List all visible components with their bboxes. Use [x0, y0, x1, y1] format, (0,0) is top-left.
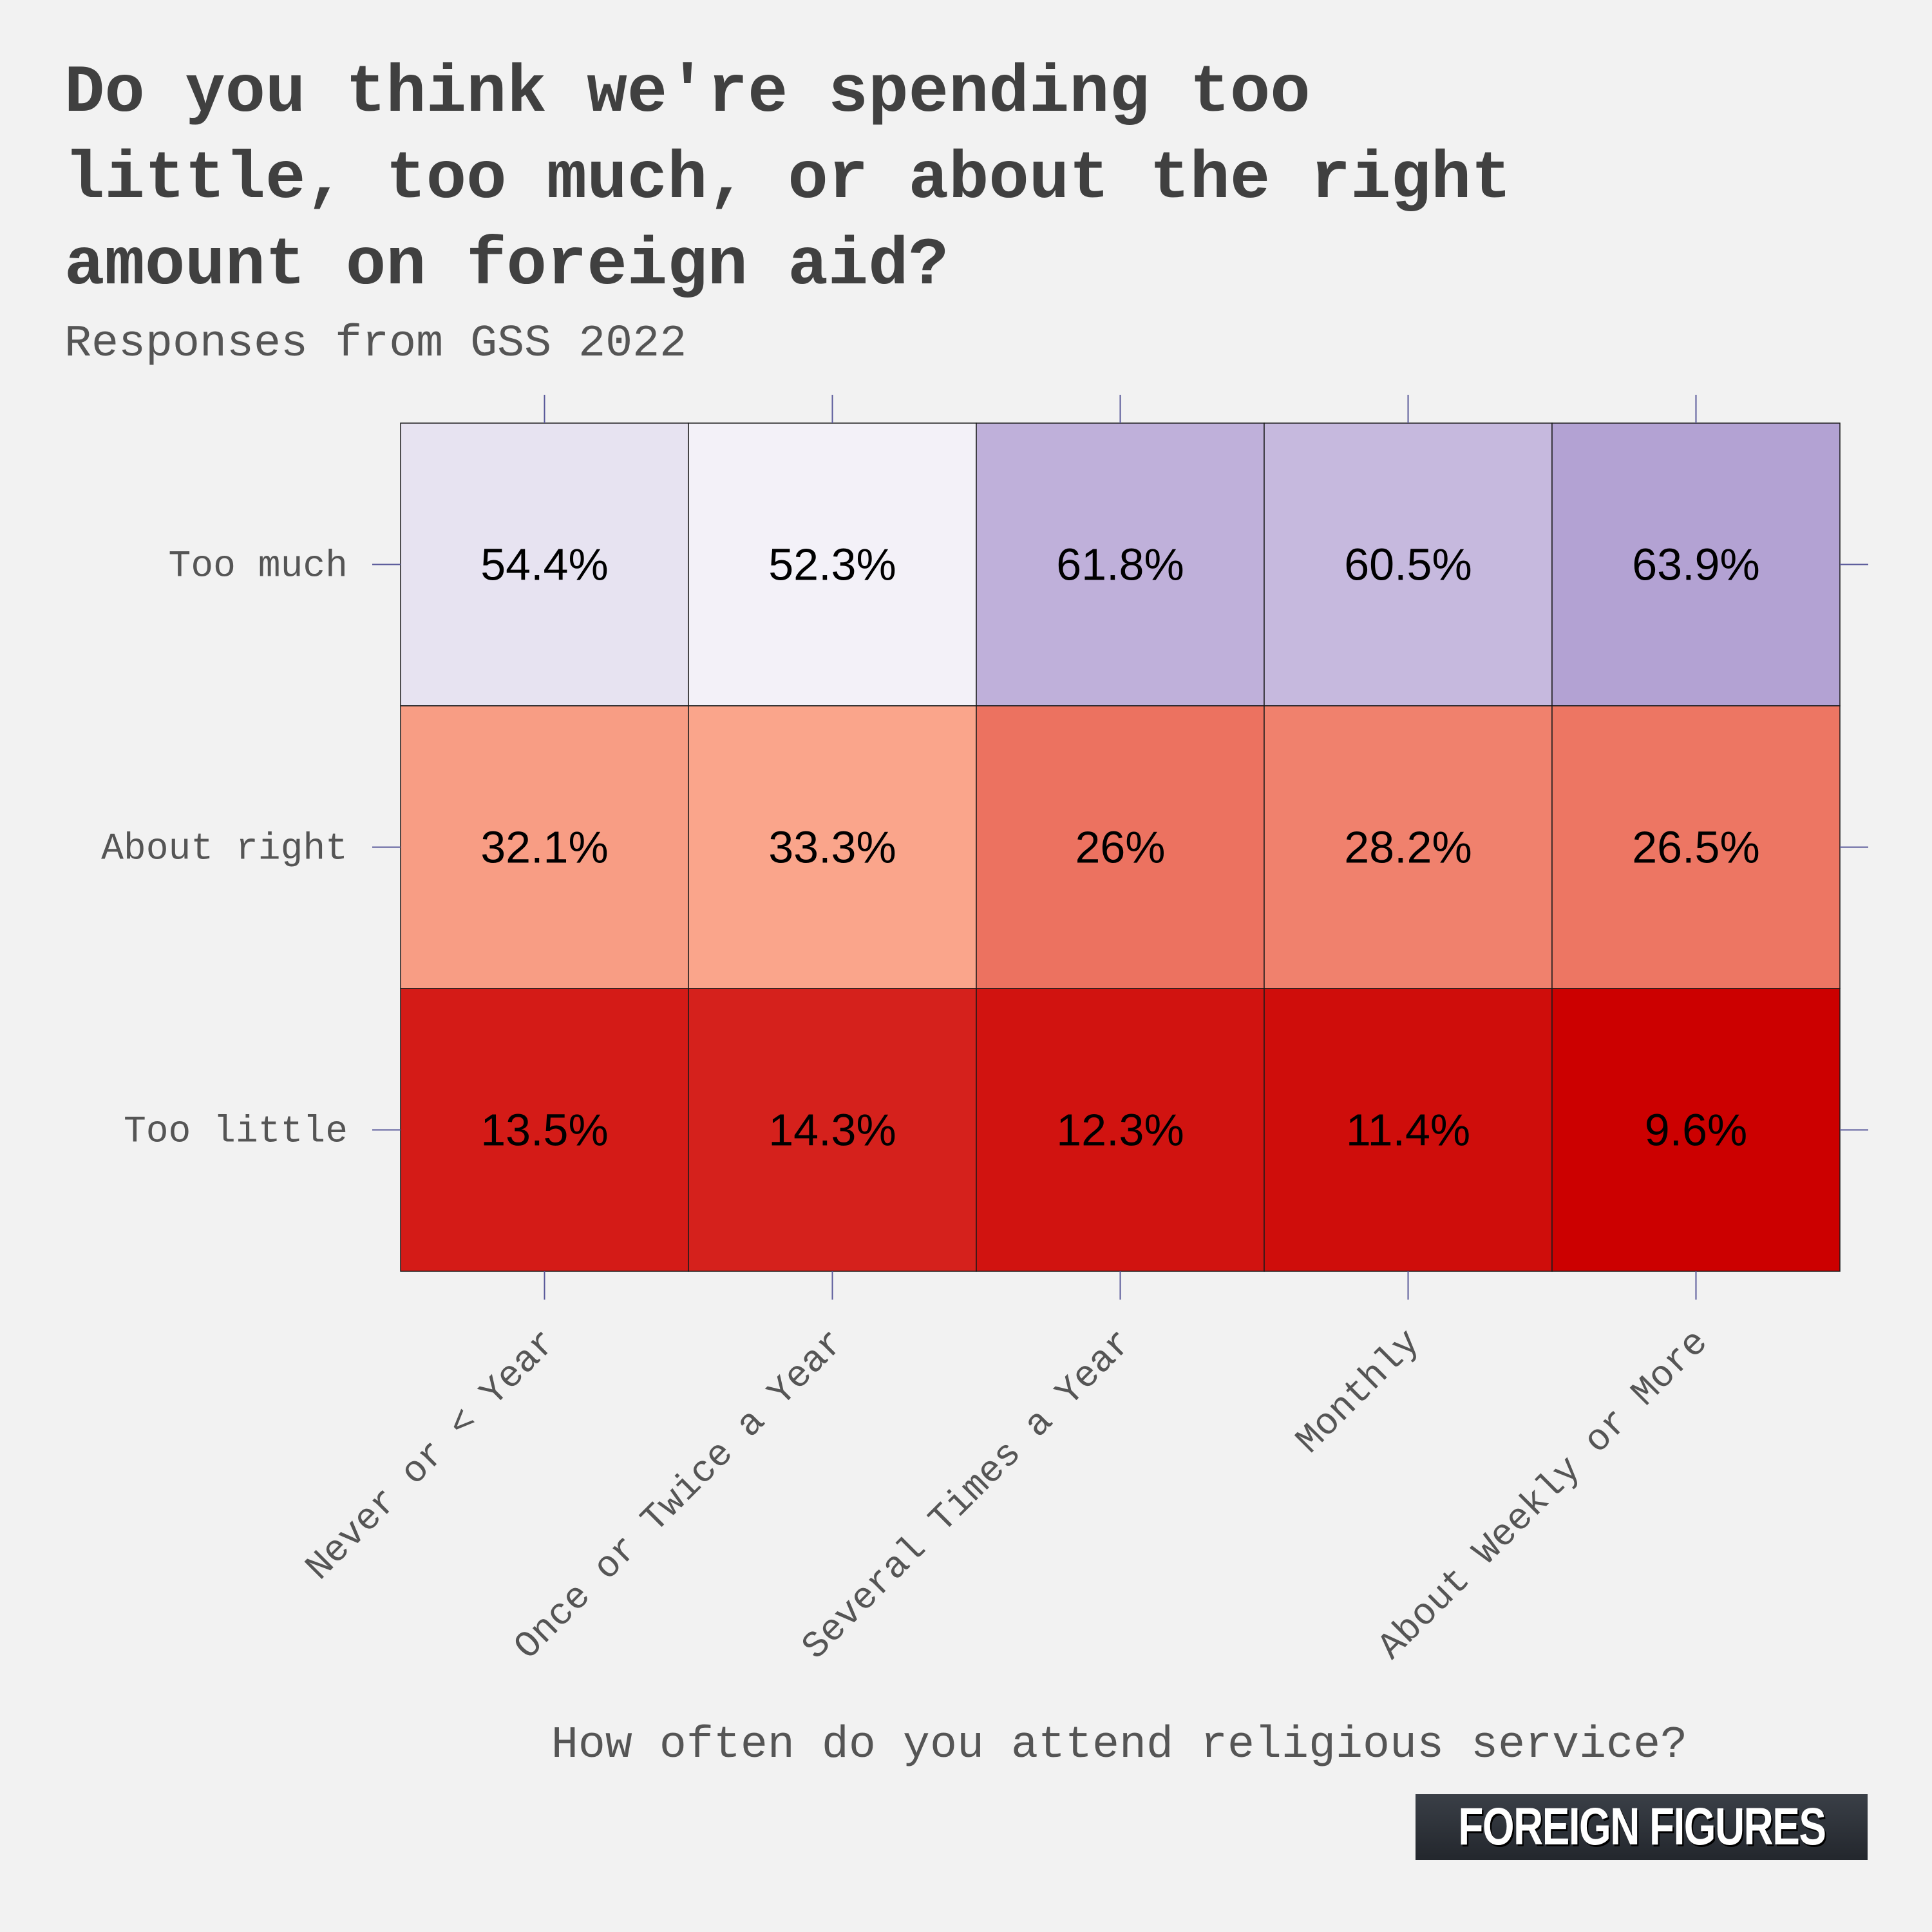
cell-value-label: 52.3% [768, 540, 896, 590]
chart-title-line-1: Do you think we're spending too [64, 55, 1311, 131]
x-tick-label: Monthly [1289, 1322, 1429, 1463]
heatmap-cell [1551, 422, 1841, 706]
heatmap-cell [1551, 705, 1841, 989]
cell-value-label: 54.4% [480, 540, 608, 590]
y-tick-label: Too little [124, 1112, 348, 1153]
axis-ticks [372, 395, 1868, 1300]
heatmap-cell [688, 705, 977, 989]
heatmap-cell [688, 988, 977, 1272]
cell-value-label: 32.1% [480, 822, 608, 873]
cell-value-label: 61.8% [1056, 540, 1184, 590]
heatmap-cell [1264, 988, 1553, 1272]
heatmap-cell [976, 705, 1265, 989]
cell-value-label: 13.5% [480, 1105, 608, 1155]
cell-value-label: 33.3% [768, 822, 896, 873]
cell-value-label: 11.4% [1346, 1105, 1470, 1155]
y-tick-label: Too much [169, 546, 348, 588]
chart-subtitle: Responses from GSS 2022 [64, 319, 687, 370]
x-tick-label: Once or Twice a Year [507, 1322, 853, 1669]
heatmap-cell [400, 422, 689, 706]
cell-value-label: 28.2% [1344, 822, 1472, 873]
x-tick-label: About Weekly or More [1370, 1322, 1717, 1669]
cell-value-label: 60.5% [1344, 540, 1472, 590]
x-tick-label: Several Times a Year [795, 1322, 1141, 1669]
heatmap-cell [1264, 422, 1553, 706]
y-tick-label: About right [101, 829, 348, 871]
heatmap-cells: 54.4% 52.3% 61.8% 60.5% 63.9% 32.1% 33.3% 26% 28… [400, 422, 1841, 1272]
cell-value-label: 63.9% [1632, 540, 1759, 590]
heatmap-cell [400, 705, 689, 989]
brand-logo: FOREIGN FIGURES [1416, 1794, 1868, 1860]
x-tick-label: Never or < Year [298, 1322, 565, 1589]
cell-value-label: 12.3% [1056, 1105, 1184, 1155]
y-axis-labels: Too much About right Too little [101, 546, 348, 1153]
chart-title-line-3: amount on foreign aid? [64, 228, 949, 304]
cell-value-label: 26% [1075, 822, 1165, 873]
heatmap-cell [976, 988, 1265, 1272]
heatmap-cell [688, 422, 977, 706]
x-axis-title: How often do you attend religious servic… [551, 1720, 1687, 1771]
cell-value-label: 26.5% [1632, 822, 1759, 873]
brand-logo-text: FOREIGN FIGURES [1457, 1797, 1826, 1856]
cell-value-label: 9.6% [1645, 1105, 1748, 1155]
chart-title-line-2: little, too much, or about the right [64, 142, 1511, 218]
cell-value-label: 14.3% [768, 1105, 896, 1155]
heatmap-cell [1551, 988, 1841, 1272]
